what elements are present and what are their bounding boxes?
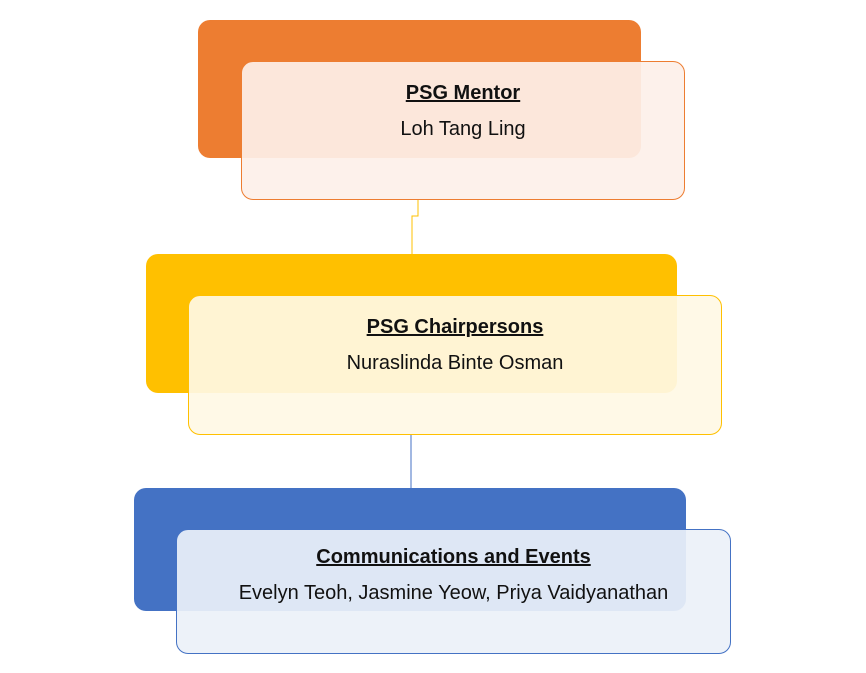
communications-names: Evelyn Teoh, Jasmine Yeow, Priya Vaidyan… [238, 582, 669, 604]
mentor-names: Loh Tang Ling [400, 117, 526, 140]
connector-mentor-chairpersons [411, 200, 419, 254]
communications-box: Communications and Events Evelyn Teoh, J… [176, 529, 731, 654]
mentor-box: PSG Mentor Loh Tang Ling [241, 61, 685, 200]
chairpersons-names: Nuraslinda Binte Osman [346, 352, 564, 374]
communications-title: Communications and Events [316, 546, 591, 568]
chairpersons-title: PSG Chairpersons [366, 316, 544, 338]
mentor-title: PSG Mentor [405, 81, 521, 104]
chairpersons-box: PSG Chairpersons Nuraslinda Binte Osman [188, 295, 722, 435]
